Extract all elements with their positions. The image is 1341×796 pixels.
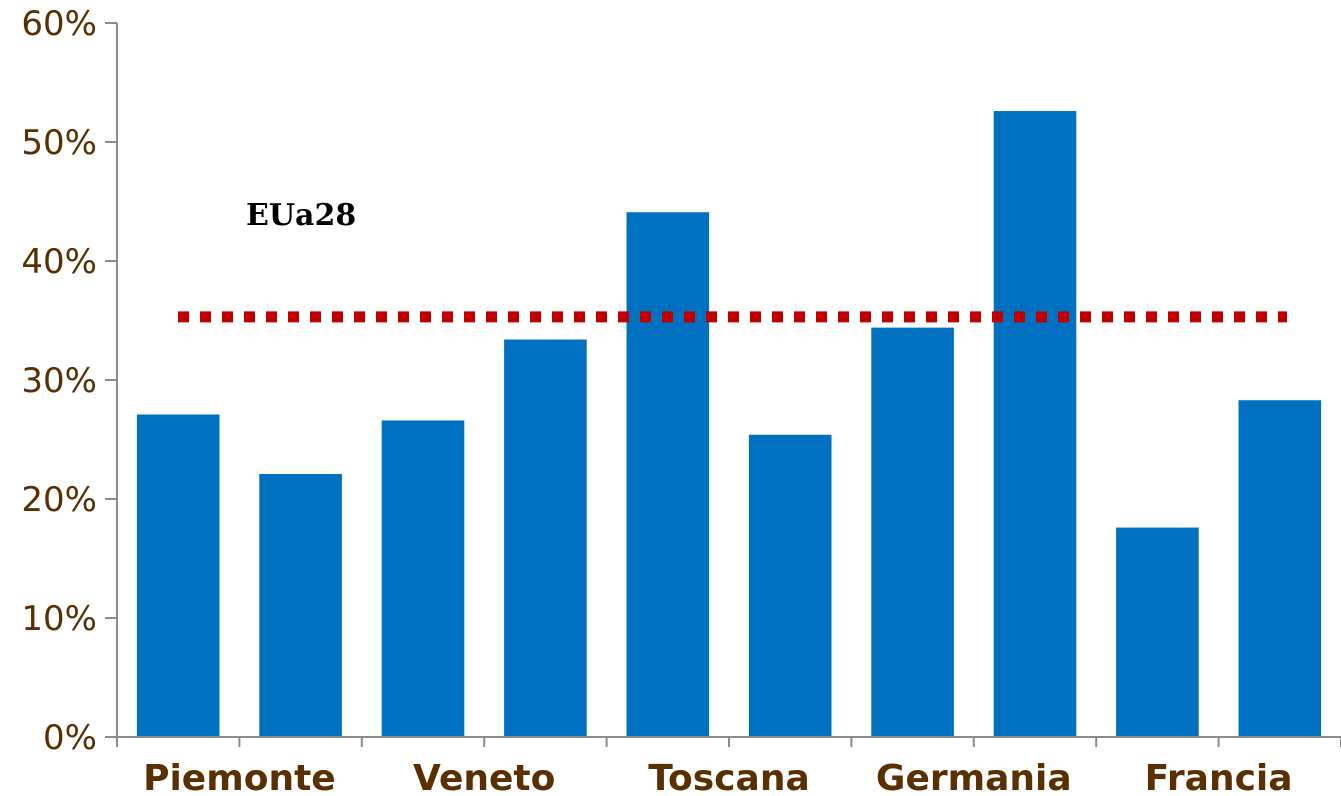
bar-2 [259, 474, 342, 737]
category-label: Germania [876, 758, 1072, 796]
bar-6 [749, 435, 832, 737]
y-tick-label: 50% [21, 123, 97, 163]
y-axis-ticks: 0% 10% 20% 30% 40% 50% 60% [21, 4, 117, 758]
category-label: Veneto [413, 758, 555, 796]
y-tick-label: 20% [21, 480, 97, 520]
bar-5 [626, 212, 709, 737]
category-labels: Piemonte Veneto Toscana Germania Francia [143, 758, 1292, 796]
y-tick-label: 10% [21, 599, 97, 639]
category-label: Francia [1145, 758, 1293, 796]
y-tick-label: 60% [21, 4, 97, 44]
reference-line-label: EUa28 [246, 198, 356, 233]
y-tick-label: 0% [43, 718, 97, 758]
bar-9 [1116, 528, 1199, 737]
bar-7 [871, 328, 954, 737]
category-label: Toscana [648, 758, 810, 796]
category-label: Piemonte [143, 758, 336, 796]
y-tick-label: 30% [21, 361, 97, 401]
bar-3 [382, 420, 465, 737]
x-axis-ticks [117, 737, 1341, 747]
bar-1 [137, 415, 220, 737]
bar-8 [994, 111, 1077, 737]
bar-10 [1238, 400, 1321, 737]
bar-4 [504, 340, 587, 737]
y-tick-label: 40% [21, 242, 97, 282]
